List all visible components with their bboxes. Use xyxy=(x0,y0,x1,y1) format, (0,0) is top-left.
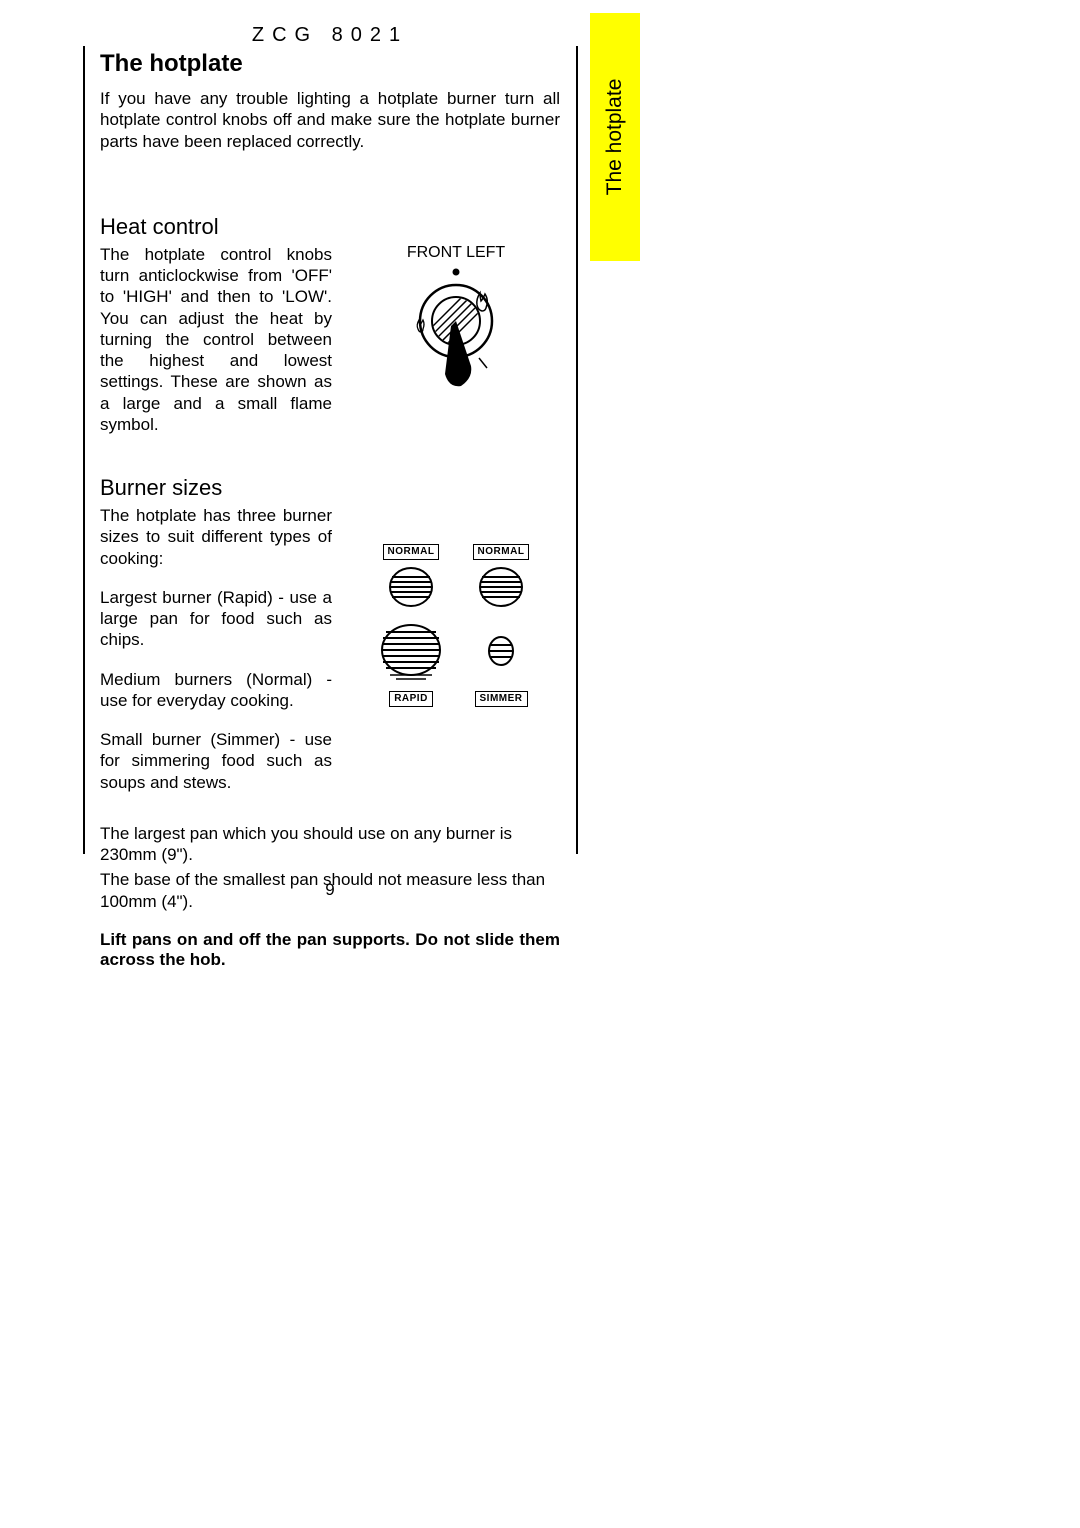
burner-figure: NORMAL NORMAL xyxy=(352,505,560,745)
section-heat-control: Heat control The hotplate control knobs … xyxy=(100,214,560,435)
page-title: The hotplate xyxy=(100,50,560,78)
heading-burner-sizes: Burner sizes xyxy=(100,475,560,501)
content-column: The hotplate If you have any trouble lig… xyxy=(100,50,560,987)
burner-p2: Largest burner (Rapid) - use a large pan… xyxy=(100,587,332,651)
burner-normal-icon xyxy=(388,564,434,610)
pan-note-line1: The largest pan which you should use on … xyxy=(100,823,560,866)
side-tab: The hotplate xyxy=(590,13,640,261)
column-rule-right xyxy=(576,46,578,854)
header-model: ZCG 8021 xyxy=(100,24,560,47)
page: ZCG 8021 The hotplate The hotplate If yo… xyxy=(0,0,1080,1528)
knob-label: FRONT LEFT xyxy=(352,244,560,262)
burner-normal-icon xyxy=(478,564,524,610)
heading-heat-control: Heat control xyxy=(100,214,560,240)
label-simmer: SIMMER xyxy=(475,691,528,707)
page-number: 9 xyxy=(100,880,560,900)
burner-p4: Small burner (Simmer) - use for simmerin… xyxy=(100,729,332,793)
heat-control-body: The hotplate control knobs turn anticloc… xyxy=(100,244,332,435)
knob-figure: FRONT LEFT xyxy=(352,244,560,414)
intro-paragraph: If you have any trouble lighting a hotpl… xyxy=(100,88,560,152)
burner-p3: Medium burners (Normal) - use for everyd… xyxy=(100,669,332,712)
burner-rapid-icon xyxy=(380,621,442,683)
knob-icon xyxy=(401,266,511,406)
side-tab-label: The hotplate xyxy=(603,79,627,196)
burner-p1: The hotplate has three burner sizes to s… xyxy=(100,505,332,569)
label-rapid: RAPID xyxy=(389,691,433,707)
burner-simmer-icon xyxy=(487,635,515,669)
heat-control-text: The hotplate control knobs turn anticloc… xyxy=(100,244,332,435)
lift-pans-note: Lift pans on and off the pan supports. D… xyxy=(100,930,560,970)
label-normal-back-left: NORMAL xyxy=(383,544,440,560)
burner-sizes-body: The hotplate has three burner sizes to s… xyxy=(100,505,332,793)
column-rule-left xyxy=(83,46,85,854)
label-normal-back-right: NORMAL xyxy=(473,544,530,560)
